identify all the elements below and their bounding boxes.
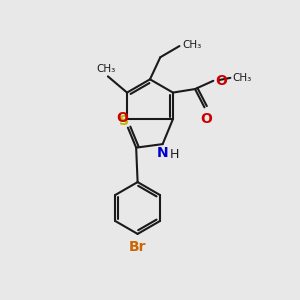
Text: CH₃: CH₃: [182, 40, 202, 50]
Text: S: S: [118, 114, 128, 128]
Text: N: N: [157, 146, 169, 160]
Text: CH₃: CH₃: [97, 64, 116, 74]
Text: H: H: [170, 148, 179, 160]
Text: CH₃: CH₃: [233, 73, 252, 83]
Text: O: O: [215, 74, 226, 88]
Text: Br: Br: [129, 240, 146, 254]
Text: O: O: [200, 112, 212, 126]
Text: O: O: [117, 111, 128, 125]
